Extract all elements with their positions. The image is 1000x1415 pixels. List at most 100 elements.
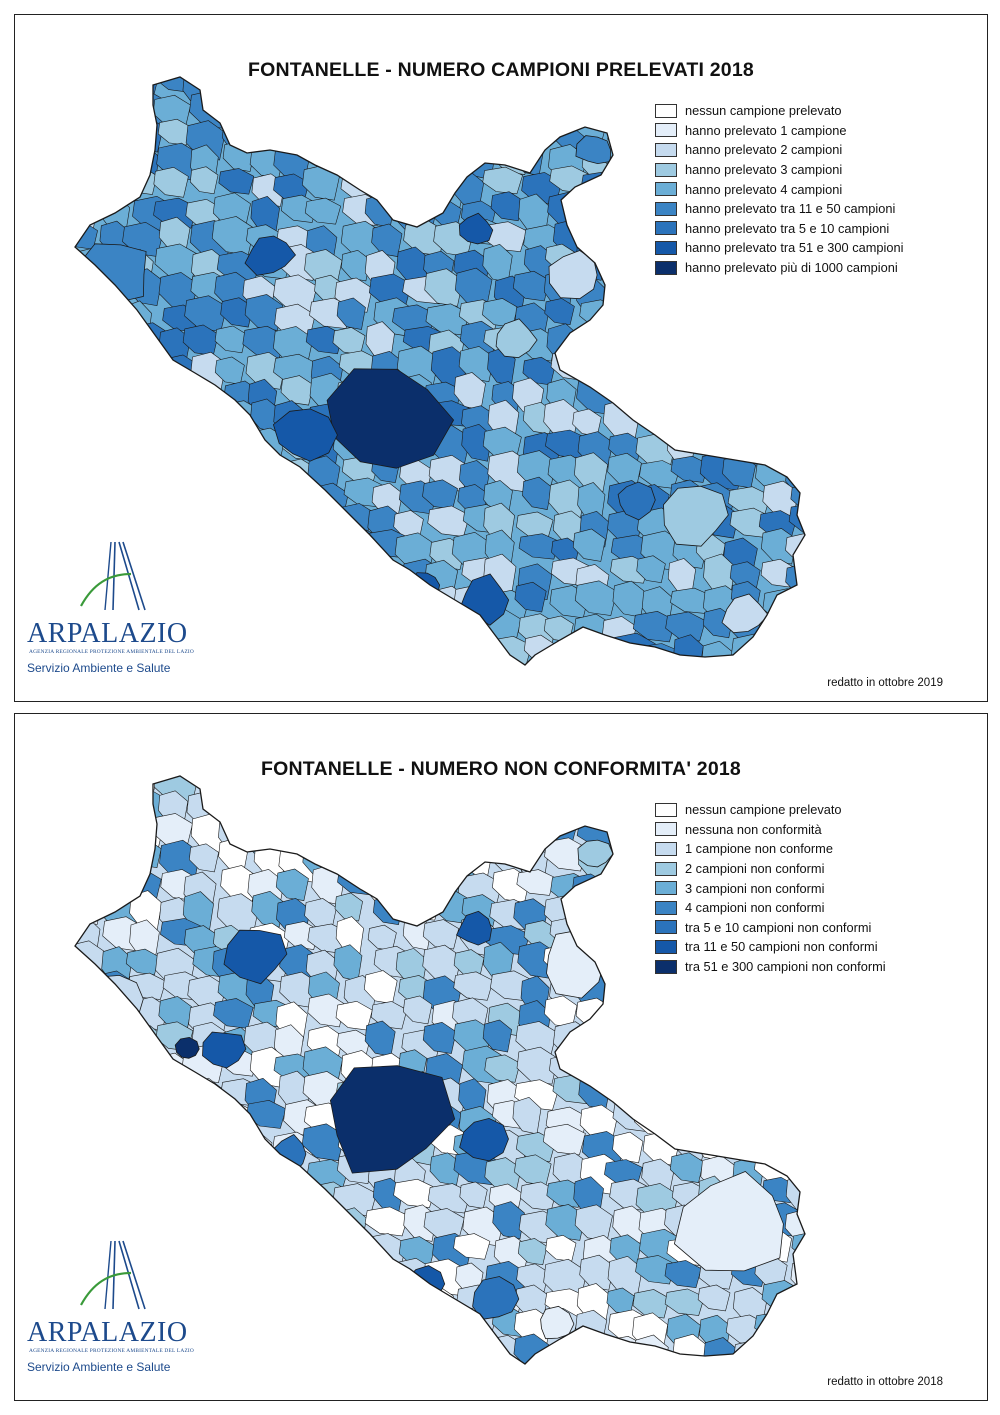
logo-service: Servizio Ambiente e Salute xyxy=(27,661,171,675)
municipality-area xyxy=(244,114,273,146)
municipality-area xyxy=(75,1001,94,1032)
municipality-area xyxy=(337,117,369,153)
municipality-area xyxy=(547,90,592,117)
municipality-area xyxy=(396,581,436,624)
municipality-area xyxy=(665,611,706,642)
municipality-area xyxy=(635,350,675,390)
municipality-area xyxy=(422,919,460,950)
legend-swatch xyxy=(655,162,677,177)
municipality-area xyxy=(277,508,308,539)
municipality-area xyxy=(364,583,400,625)
municipality-area xyxy=(784,1019,805,1059)
municipality-area xyxy=(632,610,676,643)
municipality-area xyxy=(397,844,437,885)
municipality-area xyxy=(364,1206,409,1237)
municipality-area xyxy=(664,1260,702,1289)
legend-item: hanno prelevato 2 campioni xyxy=(655,140,903,160)
legend-swatch xyxy=(655,142,677,157)
municipality-area xyxy=(728,1126,763,1153)
municipality-area xyxy=(516,1263,550,1292)
municipality-area xyxy=(273,1236,309,1272)
legend-item: nessun campione prelevato xyxy=(655,800,886,820)
municipality-area xyxy=(220,1336,261,1364)
municipality-area xyxy=(307,993,345,1028)
municipality-area xyxy=(516,869,556,896)
municipality-area xyxy=(572,795,612,822)
municipality-area xyxy=(252,793,281,826)
municipality-area xyxy=(729,1021,769,1058)
municipality-area xyxy=(93,323,125,355)
municipality-area xyxy=(693,404,723,445)
municipality-area xyxy=(162,1106,195,1142)
municipality-area xyxy=(94,504,127,535)
municipality-area xyxy=(163,477,200,511)
municipality-area xyxy=(97,866,132,897)
municipality-area xyxy=(752,378,791,410)
municipality-area xyxy=(311,1361,357,1364)
municipality-area xyxy=(604,1051,638,1090)
municipality-area xyxy=(217,92,258,132)
municipality-area xyxy=(188,843,219,873)
municipality-area xyxy=(273,1286,306,1326)
municipality-area xyxy=(153,433,191,469)
municipality-area xyxy=(75,380,97,418)
municipality-area xyxy=(724,377,755,420)
municipality-area xyxy=(306,1339,347,1364)
municipality-area xyxy=(214,1183,257,1214)
municipality-area xyxy=(760,1104,792,1135)
municipality-area xyxy=(276,1209,305,1247)
municipality-area xyxy=(329,1065,456,1174)
legend-label: hanno prelevato 4 campioni xyxy=(685,181,843,197)
municipality-area xyxy=(786,1131,805,1163)
legend-swatch xyxy=(655,260,677,275)
municipality-area xyxy=(462,815,495,849)
municipality-area xyxy=(254,1287,286,1322)
municipality-area xyxy=(637,659,679,665)
municipality-area xyxy=(517,1238,548,1266)
municipality-area xyxy=(662,1079,707,1121)
municipality-area xyxy=(763,1366,806,1402)
municipality-area xyxy=(340,1254,376,1289)
municipality-area xyxy=(75,87,108,115)
municipality-area xyxy=(700,664,742,665)
municipality-area xyxy=(791,274,805,308)
municipality-area xyxy=(543,815,578,843)
municipality-area xyxy=(665,661,697,665)
municipality-area xyxy=(75,1074,101,1116)
municipality-area xyxy=(607,945,639,982)
municipality-area xyxy=(574,192,608,223)
legend-label: tra 5 e 10 campioni non conformi xyxy=(685,919,872,935)
legend-swatch xyxy=(655,103,677,118)
municipality-area xyxy=(577,660,620,665)
legend-item: 1 campione non conforme xyxy=(655,839,886,859)
municipality-area xyxy=(666,1022,705,1060)
arpa-logo-mark-icon xyxy=(80,1240,146,1310)
municipality-area xyxy=(394,790,438,827)
municipality-area xyxy=(222,639,258,665)
legend-swatch xyxy=(655,861,677,876)
municipality-area xyxy=(250,586,282,615)
municipality-area xyxy=(102,478,146,516)
municipality-area xyxy=(575,1338,611,1364)
municipality-area xyxy=(669,1152,704,1183)
municipality-area xyxy=(611,895,644,931)
municipality-area xyxy=(339,1281,377,1313)
municipality-area xyxy=(75,194,98,233)
municipality-area xyxy=(664,1288,705,1316)
municipality-area xyxy=(453,971,494,1001)
municipality-area xyxy=(247,1207,286,1247)
municipality-area xyxy=(123,433,166,472)
municipality-area xyxy=(192,637,232,665)
legend-label: hanno prelevato 1 campione xyxy=(685,122,847,138)
municipality-area xyxy=(251,890,285,928)
municipality-area xyxy=(603,200,635,231)
municipality-area xyxy=(216,1363,248,1364)
municipality-area xyxy=(334,1333,365,1364)
municipality-area xyxy=(733,1339,775,1364)
municipality-area xyxy=(542,1363,581,1364)
municipality-area xyxy=(302,1252,348,1293)
municipality-area xyxy=(725,398,768,435)
municipality-area xyxy=(516,1046,559,1085)
municipality-area xyxy=(272,641,311,665)
municipality-area xyxy=(154,459,195,486)
